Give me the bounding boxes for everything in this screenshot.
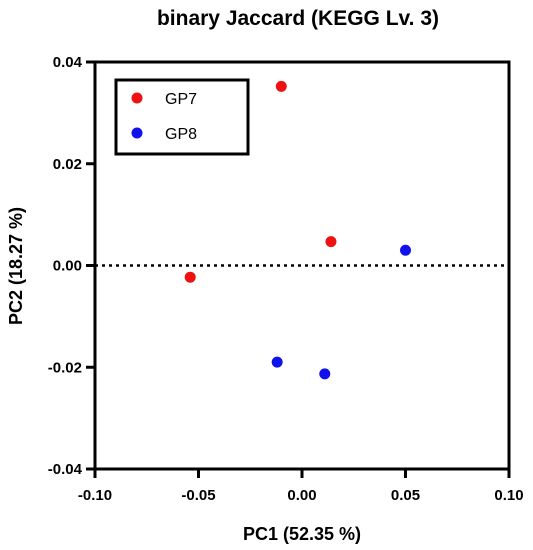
- point-gp7: [275, 80, 287, 92]
- chart-title: binary Jaccard (KEGG Lv. 3): [157, 7, 439, 30]
- y-tick-label: 0.02: [53, 156, 82, 173]
- x-axis-label: PC1 (52.35 %): [243, 524, 361, 544]
- y-tick-label: 0.00: [53, 258, 82, 275]
- legend-marker-gp7: [131, 92, 143, 104]
- legend-label-gp8: GP8: [165, 126, 197, 143]
- x-tick-label: 0.00: [287, 487, 316, 504]
- data-points: [184, 80, 411, 380]
- point-gp8: [319, 368, 331, 380]
- x-tick-label: 0.05: [391, 487, 420, 504]
- y-axis-ticks: 0.04 0.02 0.00 -0.02 -0.04: [48, 54, 95, 478]
- y-tick-label: -0.02: [48, 359, 82, 376]
- legend: GP7 GP8: [114, 78, 250, 156]
- x-axis-ticks: -0.10 -0.05 0.00 0.05 0.10: [78, 469, 524, 504]
- point-gp7: [325, 236, 337, 248]
- legend-box: [114, 78, 250, 156]
- x-tick-label: 0.10: [494, 487, 523, 504]
- x-tick-label: -0.10: [78, 487, 112, 504]
- legend-marker-gp8: [131, 127, 143, 139]
- y-tick-label: -0.04: [48, 461, 83, 478]
- x-tick-label: -0.05: [181, 487, 215, 504]
- y-axis-label: PC2 (18.27 %): [6, 207, 26, 325]
- y-tick-label: 0.04: [53, 54, 83, 71]
- point-gp7: [184, 271, 196, 283]
- legend-label-gp7: GP7: [165, 91, 197, 108]
- point-gp8: [400, 244, 411, 256]
- point-gp8: [271, 356, 283, 368]
